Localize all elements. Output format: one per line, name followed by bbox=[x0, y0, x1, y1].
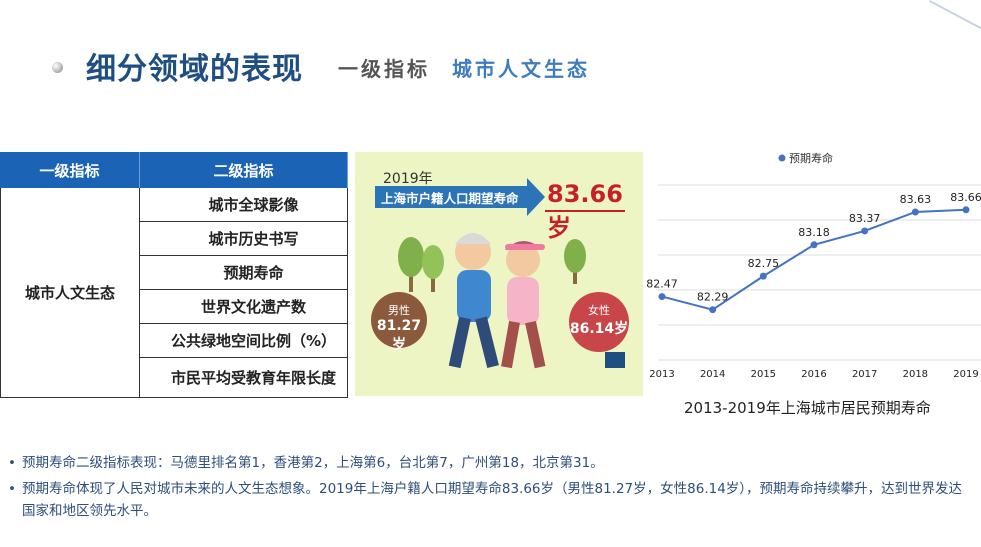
data-point bbox=[658, 293, 666, 301]
female-badge: 女性 86.14岁 bbox=[569, 292, 629, 352]
note-item: • 预期寿命体现了人民对城市未来的人文生态想象。2019年上海户籍人口期望寿命8… bbox=[8, 478, 973, 522]
bullet-icon: • bbox=[8, 481, 16, 497]
life-expectancy-infographic: 2019年 上海市户籍人口期望寿命 83.66岁 男性 81.27岁 女性 86… bbox=[355, 152, 643, 396]
table-row: 预期寿命 bbox=[140, 256, 348, 290]
data-label: 83.63 bbox=[900, 193, 932, 206]
data-point bbox=[861, 227, 869, 235]
data-point bbox=[962, 206, 970, 214]
x-tick-label: 2014 bbox=[700, 369, 725, 380]
arrow-right-icon bbox=[527, 178, 545, 216]
table-row: 城市全球影像 bbox=[140, 188, 348, 222]
decorative-line bbox=[929, 0, 981, 35]
chart-title: 2013-2019年上海城市居民预期寿命 bbox=[684, 399, 931, 417]
title-bullet-icon bbox=[52, 62, 63, 73]
bullet-icon: • bbox=[8, 455, 16, 471]
data-point bbox=[759, 272, 767, 280]
table-row: 城市历史书写 bbox=[140, 222, 348, 256]
notes: • 预期寿命二级指标表现：马德里排名第1，香港第2，上海第6，台北第7，广州第1… bbox=[8, 452, 973, 526]
x-tick-label: 2015 bbox=[751, 369, 776, 380]
data-label: 82.75 bbox=[748, 257, 780, 270]
info-banner: 上海市户籍人口期望寿命 bbox=[375, 186, 527, 208]
table-row: 市民平均受教育年限长度 bbox=[140, 358, 348, 398]
data-point bbox=[709, 306, 717, 314]
table-row: 世界文化遗产数 bbox=[140, 290, 348, 324]
info-big-value: 83.66岁 bbox=[547, 180, 623, 242]
x-tick-label: 2018 bbox=[903, 369, 928, 380]
table-header-level1: 一级指标 bbox=[0, 152, 140, 188]
data-point bbox=[810, 241, 818, 249]
data-label: 83.18 bbox=[798, 226, 830, 239]
male-badge: 男性 81.27岁 bbox=[371, 292, 427, 353]
table-row: 公共绿地空间比例（%） bbox=[140, 324, 348, 358]
female-label: 女性 bbox=[588, 304, 610, 317]
note-text: 预期寿命二级指标表现：马德里排名第1，香港第2，上海第6，台北第7，广州第18，… bbox=[22, 455, 604, 471]
x-tick-label: 2017 bbox=[852, 369, 877, 380]
life-expectancy-line-chart: 预期寿命 82.47 82.29 82.75 83.18 83.37 83.63 83.66 2… bbox=[646, 151, 981, 380]
indicator-table: 一级指标 二级指标 城市人文生态 城市全球影像 城市历史书写 预期寿命 世界文化… bbox=[0, 152, 348, 398]
legend-label: 预期寿命 bbox=[789, 151, 833, 165]
note-item: • 预期寿命二级指标表现：马德里排名第1，香港第2，上海第6，台北第7，广州第1… bbox=[8, 452, 973, 474]
male-label: 男性 bbox=[388, 304, 410, 317]
data-label: 83.66 bbox=[950, 191, 981, 204]
note-text: 预期寿命体现了人民对城市未来的人文生态想象。2019年上海户籍人口期望寿命83.… bbox=[22, 481, 963, 519]
data-label: 83.37 bbox=[849, 212, 881, 225]
info-year: 2019年 bbox=[383, 171, 433, 187]
male-value: 81.27岁 bbox=[376, 318, 422, 353]
data-label: 82.29 bbox=[697, 291, 729, 304]
subtitle-value: 城市人文生态 bbox=[452, 57, 590, 81]
table-header-level2: 二级指标 bbox=[140, 152, 348, 188]
subtitle-prefix: 一级指标 bbox=[338, 57, 430, 81]
x-tick-label: 2013 bbox=[649, 369, 674, 380]
legend-marker bbox=[778, 154, 786, 162]
page-title: 细分领域的表现 bbox=[86, 52, 303, 87]
x-tick-label: 2016 bbox=[801, 369, 826, 380]
data-point bbox=[911, 208, 919, 216]
data-label: 82.47 bbox=[646, 278, 678, 291]
table-category-cell: 城市人文生态 bbox=[0, 188, 140, 398]
elderly-couple-illustration bbox=[398, 233, 625, 369]
female-value: 86.14岁 bbox=[569, 321, 629, 337]
x-tick-label: 2019 bbox=[953, 369, 978, 380]
info-underline bbox=[545, 210, 625, 212]
